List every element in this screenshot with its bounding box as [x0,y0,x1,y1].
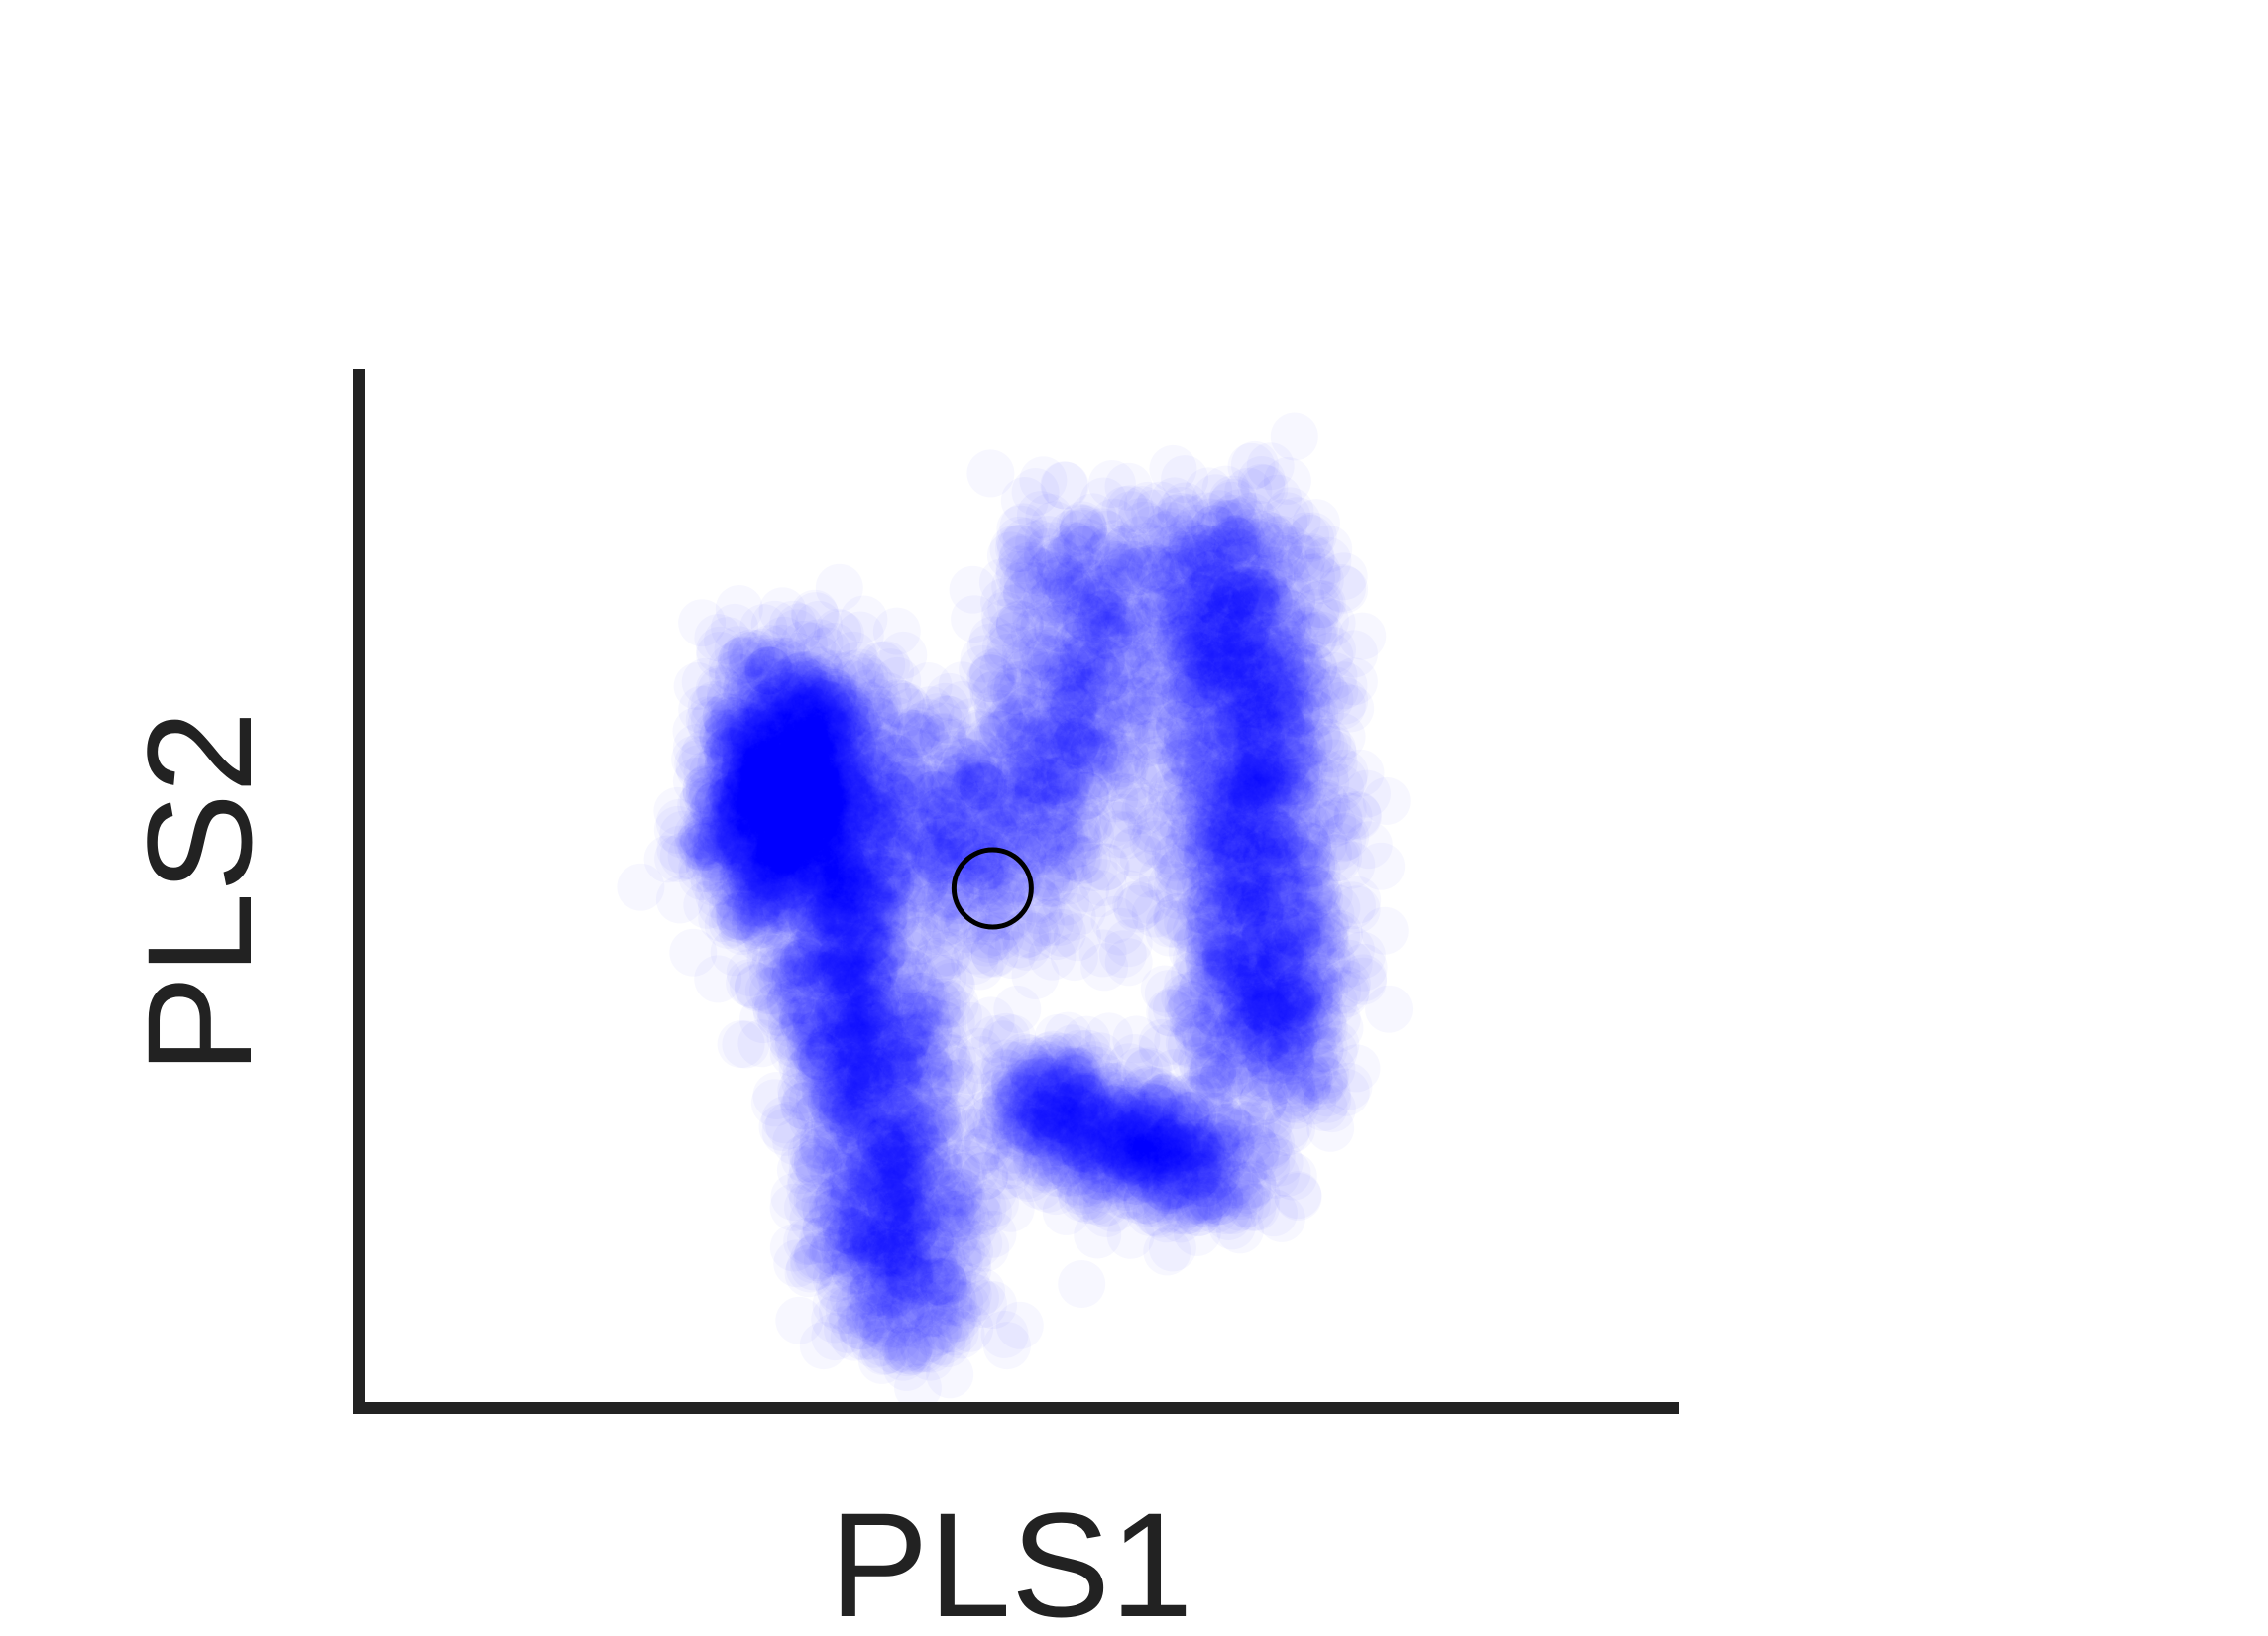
scatter-point [1192,474,1240,522]
scatter-point [1295,954,1342,1001]
scatter-point [718,1020,765,1068]
scatter-points [617,413,1413,1412]
scatter-point [820,1224,867,1271]
scatter-point [1330,657,1378,705]
scatter-point [678,599,726,646]
scatter-point [733,723,780,770]
scatter-point [691,697,738,745]
scatter-point [814,609,861,656]
scatter-point [883,1344,931,1391]
scatter-point [719,844,766,891]
scatter-point [930,1278,977,1326]
scatter-point [859,1285,907,1333]
scatter-point [1365,986,1413,1033]
scatter-point [644,836,692,883]
scatter-point [749,948,797,995]
scatter-point [720,787,767,835]
scatter-point [783,1074,831,1121]
scatter-point [850,1134,898,1182]
scatter-point [927,1175,974,1223]
scatter-point [1248,653,1296,701]
scatter-point [1345,821,1393,869]
scatter-point [1236,818,1284,866]
scatter-point [1220,574,1268,622]
scatter-point [796,1032,844,1080]
scatter-point [1296,1026,1343,1074]
scatter-point [1058,1260,1105,1308]
scatter-point [1187,927,1234,975]
scatter-point [811,1295,858,1343]
scatter-point [1226,972,1274,1019]
scatter-point [1247,442,1295,490]
scatter-point [1320,750,1368,797]
scatter-point [1242,511,1290,558]
scatter-point [983,1322,1031,1369]
